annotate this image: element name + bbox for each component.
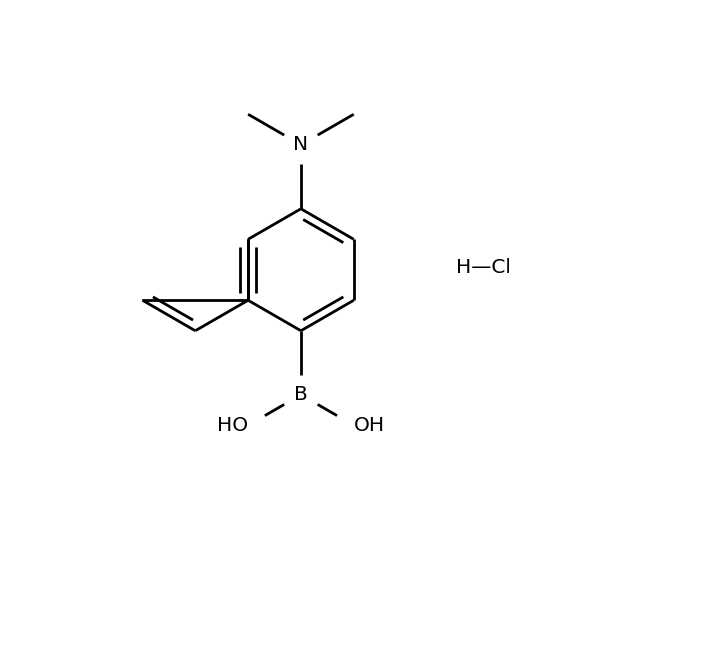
- Text: OH: OH: [354, 416, 385, 435]
- Text: N: N: [293, 135, 309, 154]
- Text: HO: HO: [217, 416, 248, 435]
- Text: B: B: [294, 385, 308, 405]
- Text: H—Cl: H—Cl: [457, 258, 511, 277]
